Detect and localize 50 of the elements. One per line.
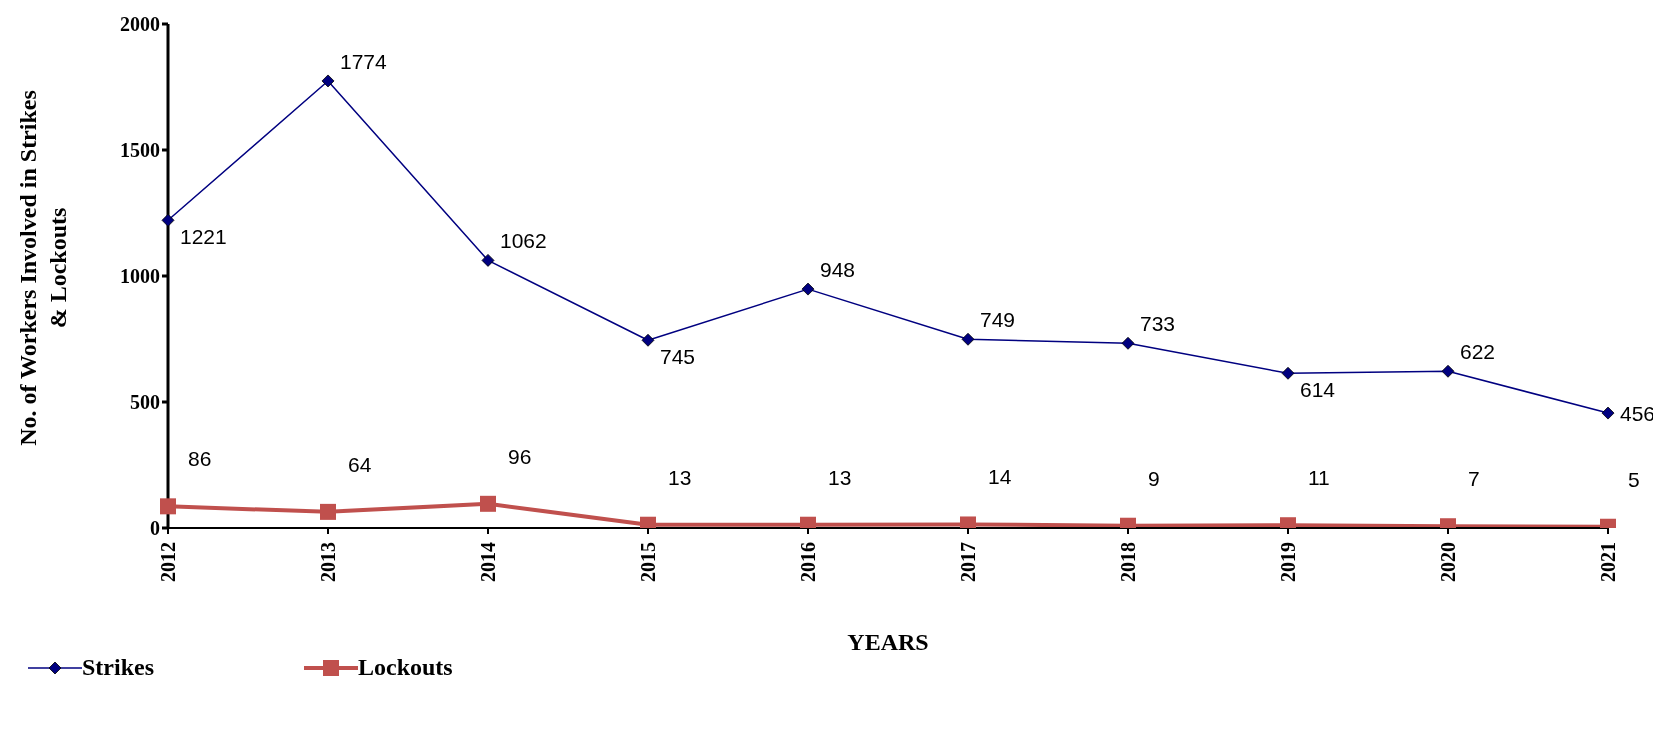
x-axis-title: YEARS	[847, 629, 929, 655]
data-label: 1062	[500, 229, 547, 253]
y-tick-label: 1000	[120, 265, 160, 288]
data-label: 614	[1300, 378, 1336, 402]
y-axis-title: No. of Workers Involved in Strikes & Lockouts	[14, 89, 72, 448]
point	[641, 333, 655, 347]
data-label: 948	[820, 258, 856, 282]
x-tick-label: 2012	[157, 542, 179, 582]
data-label: 622	[1460, 340, 1496, 364]
point	[320, 503, 336, 520]
point	[321, 74, 335, 88]
x-tick-label: 2016	[797, 542, 819, 582]
y-tick-label: 1500	[120, 139, 160, 162]
y-tick-label: 500	[130, 391, 160, 414]
data-label: 733	[1140, 312, 1176, 336]
point	[1441, 364, 1455, 378]
data-label: 14	[988, 465, 1012, 489]
point	[481, 253, 495, 267]
data-label: 11	[1308, 466, 1330, 490]
x-tick-label: 2021	[1597, 542, 1619, 582]
data-label: 5	[1628, 467, 1640, 491]
data-label: 1221	[180, 225, 227, 249]
point	[161, 213, 175, 227]
x-tick-label: 2017	[957, 542, 979, 582]
x-tick-label: 2015	[637, 542, 659, 582]
data-label: 96	[508, 444, 532, 468]
data-label: 13	[668, 465, 692, 489]
data-label: 13	[828, 465, 852, 489]
point	[801, 282, 815, 296]
legend-label: Lockouts	[358, 654, 453, 681]
x-tick-label: 2014	[477, 542, 499, 582]
data-label: 7	[1468, 467, 1480, 491]
data-label: 86	[188, 447, 212, 471]
y-tick-label: 2000	[120, 13, 160, 36]
point	[1601, 406, 1615, 420]
point	[961, 332, 975, 346]
x-tick-label: 2018	[1117, 542, 1139, 582]
x-tick-label: 2019	[1277, 542, 1299, 582]
point	[1281, 366, 1295, 380]
point	[1121, 336, 1135, 350]
x-tick-label: 2013	[317, 542, 339, 582]
point	[480, 495, 496, 512]
x-tick-label: 2020	[1437, 542, 1459, 582]
data-label: 749	[980, 308, 1016, 332]
data-label: 64	[348, 452, 372, 476]
legend-label: Strikes	[82, 654, 154, 681]
data-label: 745	[660, 345, 696, 369]
y-tick-label: 0	[150, 517, 160, 540]
data-label: 9	[1148, 466, 1160, 490]
data-label: 1774	[340, 49, 388, 73]
